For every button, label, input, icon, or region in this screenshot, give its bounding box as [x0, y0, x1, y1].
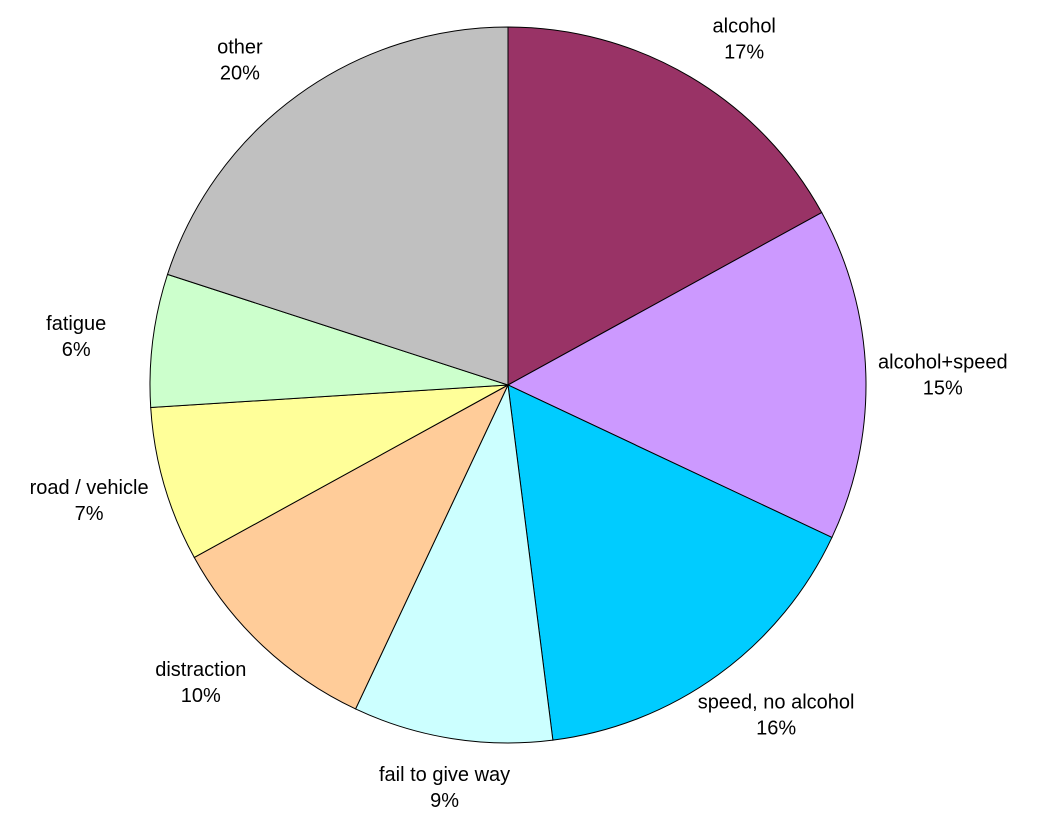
pie-labels: alcohol 17% alcohol+speed 15% speed, no alco…: [30, 15, 1008, 812]
pie-label-alcohol-speed: alcohol+speed 15%: [878, 351, 1008, 399]
pie-slice-alcohol: [507, 26, 823, 386]
pie-slice-distraction: [193, 383, 510, 710]
pie-label-alcohol: alcohol 17%: [713, 15, 776, 63]
pie-slice-speed-no-alcohol: [507, 384, 833, 741]
pie-label-percent: 16%: [756, 718, 796, 740]
pie-label-percent: 15%: [923, 377, 963, 399]
pie-label-percent: 17%: [724, 41, 764, 63]
pie-label-name: alcohol+speed: [878, 351, 1008, 373]
pie-slice-road-vehicle: [150, 384, 509, 559]
pie-slice-alcohol-speed: [506, 211, 867, 539]
pie-label-percent: 6%: [62, 339, 91, 361]
pie-label-speed-no-alcohol: speed, no alcohol 16%: [698, 692, 855, 740]
pie-label-name: distraction: [155, 659, 246, 681]
pie-label-distraction: distraction 10%: [155, 659, 246, 707]
pie-label-name: fail to give way: [379, 764, 510, 786]
pie-label-name: speed, no alcohol: [698, 692, 855, 714]
pie-label-fatigue: fatigue 6%: [46, 313, 106, 361]
pie-label-other: other 20%: [217, 36, 263, 84]
pie-label-name: other: [217, 36, 263, 58]
pie-slice-fail-to-give-way: [354, 383, 554, 744]
pie-label-name: fatigue: [46, 313, 106, 335]
pie-label-name: alcohol: [713, 15, 776, 37]
pie-label-percent: 20%: [220, 62, 260, 84]
pie-slice-fatigue: [149, 273, 509, 409]
pie-slice-other: [166, 26, 509, 386]
pie-label-percent: 10%: [181, 685, 221, 707]
pie-slices: [149, 26, 867, 744]
pie-label-road-vehicle: road / vehicle 7%: [30, 477, 149, 525]
pie-label-percent: 7%: [75, 503, 104, 525]
pie-label-percent: 9%: [430, 790, 459, 812]
pie-label-name: road / vehicle: [30, 477, 149, 499]
pie-label-fail-to-give-way: fail to give way 9%: [379, 764, 510, 812]
